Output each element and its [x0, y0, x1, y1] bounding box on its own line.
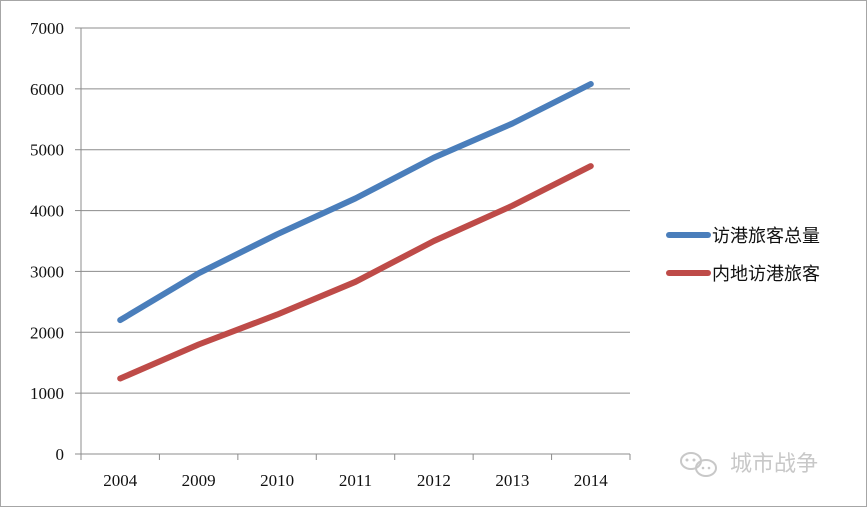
wechat-icon	[680, 452, 717, 477]
y-tick-label: 0	[56, 445, 65, 464]
axes: 0 1000 2000 3000 4000 5000 6000 7000 2004 2009 201…	[30, 19, 631, 490]
y-tick-label: 3000	[30, 262, 64, 281]
legend-label: 访港旅客总量	[712, 226, 820, 247]
y-tick-label: 4000	[30, 202, 64, 221]
y-tick-label: 6000	[30, 80, 64, 99]
x-tick-label: 2004	[103, 471, 138, 490]
x-tick-label: 2014	[574, 471, 609, 490]
y-tick-label: 2000	[30, 323, 64, 342]
watermark: 城市战争	[680, 452, 818, 477]
y-tick-label: 7000	[30, 19, 64, 38]
watermark-text: 城市战争	[730, 452, 818, 477]
y-tick-label: 1000	[30, 384, 64, 403]
legend-label: 内地访港旅客	[712, 264, 820, 285]
x-tick-label: 2011	[339, 471, 372, 490]
x-tick-label: 2009	[182, 471, 216, 490]
x-tick-label: 2010	[260, 471, 294, 490]
series-lines	[117, 81, 594, 382]
x-tick-label: 2013	[495, 471, 529, 490]
gridlines	[81, 27, 630, 394]
y-tick-label: 5000	[30, 141, 64, 160]
x-tick-label: 2012	[417, 471, 451, 490]
